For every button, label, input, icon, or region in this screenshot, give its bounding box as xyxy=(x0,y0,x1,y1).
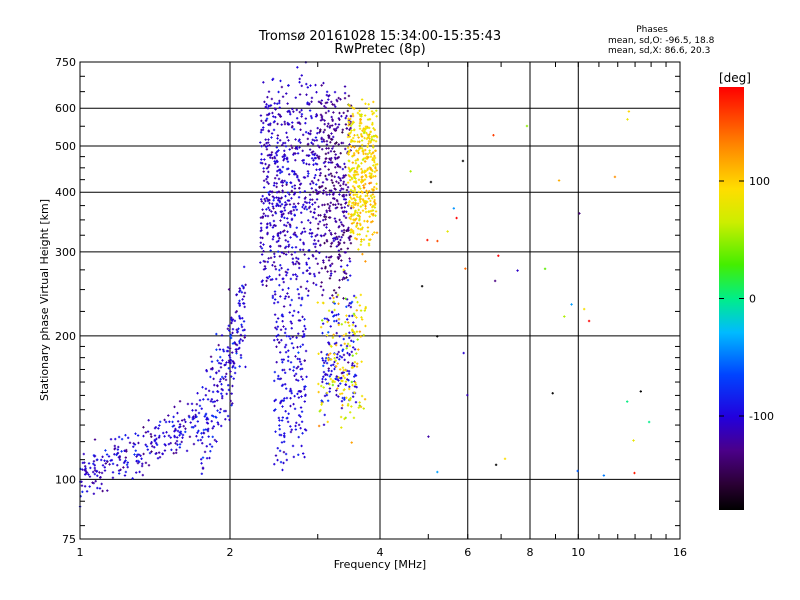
scatter-cluster xyxy=(409,110,651,477)
y-tick-label: 500 xyxy=(55,140,76,153)
chart-title: Tromsø 20161028 15:34:00-15:35:43 xyxy=(258,29,501,44)
y-tick-label: 75 xyxy=(62,533,76,546)
y-tick-label: 100 xyxy=(55,473,76,486)
data-points xyxy=(78,61,651,508)
scatter-cluster xyxy=(346,98,379,263)
scatter-cluster xyxy=(316,81,353,299)
scatter-cluster xyxy=(273,283,308,472)
stats-heading: Phases xyxy=(636,25,668,35)
scatter-cluster xyxy=(78,392,203,508)
x-tick-label: 6 xyxy=(464,546,471,559)
x-tick-label: 2 xyxy=(227,546,234,559)
x-tick-label: 1 xyxy=(77,546,84,559)
y-tick-label: 750 xyxy=(55,56,76,69)
x-tick-label: 4 xyxy=(377,546,384,559)
y-tick-label: 300 xyxy=(55,246,76,259)
y-tick-label: 200 xyxy=(55,330,76,343)
stats-x-line: mean, sd,X: 86.6, 20.3 xyxy=(608,46,710,56)
chart-subtitle: RwPretec (8p) xyxy=(334,42,425,57)
y-tick-label: 400 xyxy=(55,186,76,199)
y-tick-label: 600 xyxy=(55,102,76,115)
axis-ticks: 1 2 4 6 8 10 16 75 100 200 300 400 500 600 750 xyxy=(55,56,687,559)
scatter-cluster xyxy=(199,265,247,475)
scatter-cluster xyxy=(316,268,367,444)
grid-lines xyxy=(79,62,681,539)
scatter-cluster xyxy=(259,61,319,307)
stats-o-line: mean, sd,O: -96.5, 18.8 xyxy=(608,36,715,46)
x-tick-label: 10 xyxy=(571,546,585,559)
scatter-cluster xyxy=(320,278,358,427)
x-tick-label: 8 xyxy=(527,546,534,559)
x-tick-label: 16 xyxy=(673,546,687,559)
